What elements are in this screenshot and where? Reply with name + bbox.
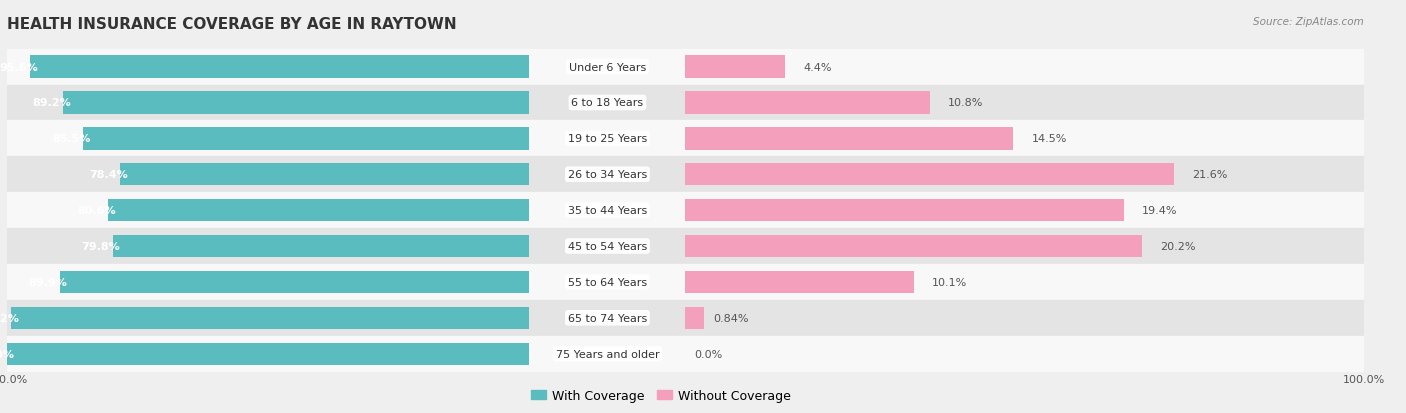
Bar xyxy=(686,128,1014,150)
Bar xyxy=(686,235,1142,258)
Text: 79.8%: 79.8% xyxy=(82,242,121,252)
Bar xyxy=(686,307,704,329)
Bar xyxy=(7,121,530,157)
Bar xyxy=(7,300,530,336)
Text: 65 to 74 Years: 65 to 74 Years xyxy=(568,313,647,323)
Text: 19 to 25 Years: 19 to 25 Years xyxy=(568,134,647,144)
Bar xyxy=(11,307,530,329)
Text: 20.2%: 20.2% xyxy=(1160,242,1195,252)
Text: 10.8%: 10.8% xyxy=(948,98,983,108)
Text: 26 to 34 Years: 26 to 34 Years xyxy=(568,170,647,180)
Text: 14.5%: 14.5% xyxy=(1032,134,1067,144)
Bar xyxy=(686,271,914,293)
Legend: With Coverage, Without Coverage: With Coverage, Without Coverage xyxy=(526,384,796,407)
Text: 0.0%: 0.0% xyxy=(695,349,723,359)
Text: 19.4%: 19.4% xyxy=(1142,206,1178,216)
Bar xyxy=(530,336,686,372)
Bar xyxy=(686,157,1364,193)
Bar xyxy=(7,85,530,121)
Bar xyxy=(60,271,530,293)
Bar xyxy=(7,193,530,228)
Bar xyxy=(7,228,530,264)
Text: 89.9%: 89.9% xyxy=(28,277,67,287)
Bar xyxy=(530,228,686,264)
Bar xyxy=(83,128,530,150)
Bar xyxy=(686,228,1364,264)
Text: Under 6 Years: Under 6 Years xyxy=(569,62,645,72)
Text: 0.84%: 0.84% xyxy=(713,313,749,323)
Bar xyxy=(7,336,530,372)
Text: 6 to 18 Years: 6 to 18 Years xyxy=(571,98,644,108)
Bar xyxy=(530,264,686,300)
Bar xyxy=(112,235,530,258)
Text: 35 to 44 Years: 35 to 44 Years xyxy=(568,206,647,216)
Text: HEALTH INSURANCE COVERAGE BY AGE IN RAYTOWN: HEALTH INSURANCE COVERAGE BY AGE IN RAYT… xyxy=(7,17,457,31)
Bar xyxy=(7,157,530,193)
Text: 89.2%: 89.2% xyxy=(32,98,72,108)
Bar xyxy=(686,336,1364,372)
Text: 75 Years and older: 75 Years and older xyxy=(555,349,659,359)
Bar xyxy=(686,264,1364,300)
Bar xyxy=(7,50,530,85)
Text: 4.4%: 4.4% xyxy=(803,62,831,72)
Text: 45 to 54 Years: 45 to 54 Years xyxy=(568,242,647,252)
Bar xyxy=(7,343,530,365)
Bar xyxy=(530,85,686,121)
Bar xyxy=(108,199,530,222)
Text: 78.4%: 78.4% xyxy=(89,170,128,180)
Text: Source: ZipAtlas.com: Source: ZipAtlas.com xyxy=(1253,17,1364,26)
Bar xyxy=(530,121,686,157)
Bar xyxy=(686,199,1125,222)
Text: 85.5%: 85.5% xyxy=(52,134,90,144)
Bar xyxy=(686,300,1364,336)
Bar xyxy=(686,56,785,78)
Bar xyxy=(686,193,1364,228)
Text: 80.6%: 80.6% xyxy=(77,206,117,216)
Bar xyxy=(63,92,530,114)
Bar xyxy=(530,193,686,228)
Bar xyxy=(30,56,530,78)
Text: 100.0%: 100.0% xyxy=(0,349,15,359)
Bar xyxy=(530,50,686,85)
Bar xyxy=(7,264,530,300)
Text: 95.6%: 95.6% xyxy=(0,62,38,72)
Bar xyxy=(686,92,929,114)
Bar xyxy=(686,50,1364,85)
Bar xyxy=(530,300,686,336)
Bar xyxy=(530,157,686,193)
Bar xyxy=(686,121,1364,157)
Text: 10.1%: 10.1% xyxy=(932,277,967,287)
Bar xyxy=(120,164,530,186)
Bar xyxy=(686,164,1174,186)
Text: 99.2%: 99.2% xyxy=(0,313,20,323)
Text: 21.6%: 21.6% xyxy=(1192,170,1227,180)
Bar xyxy=(686,85,1364,121)
Text: 55 to 64 Years: 55 to 64 Years xyxy=(568,277,647,287)
